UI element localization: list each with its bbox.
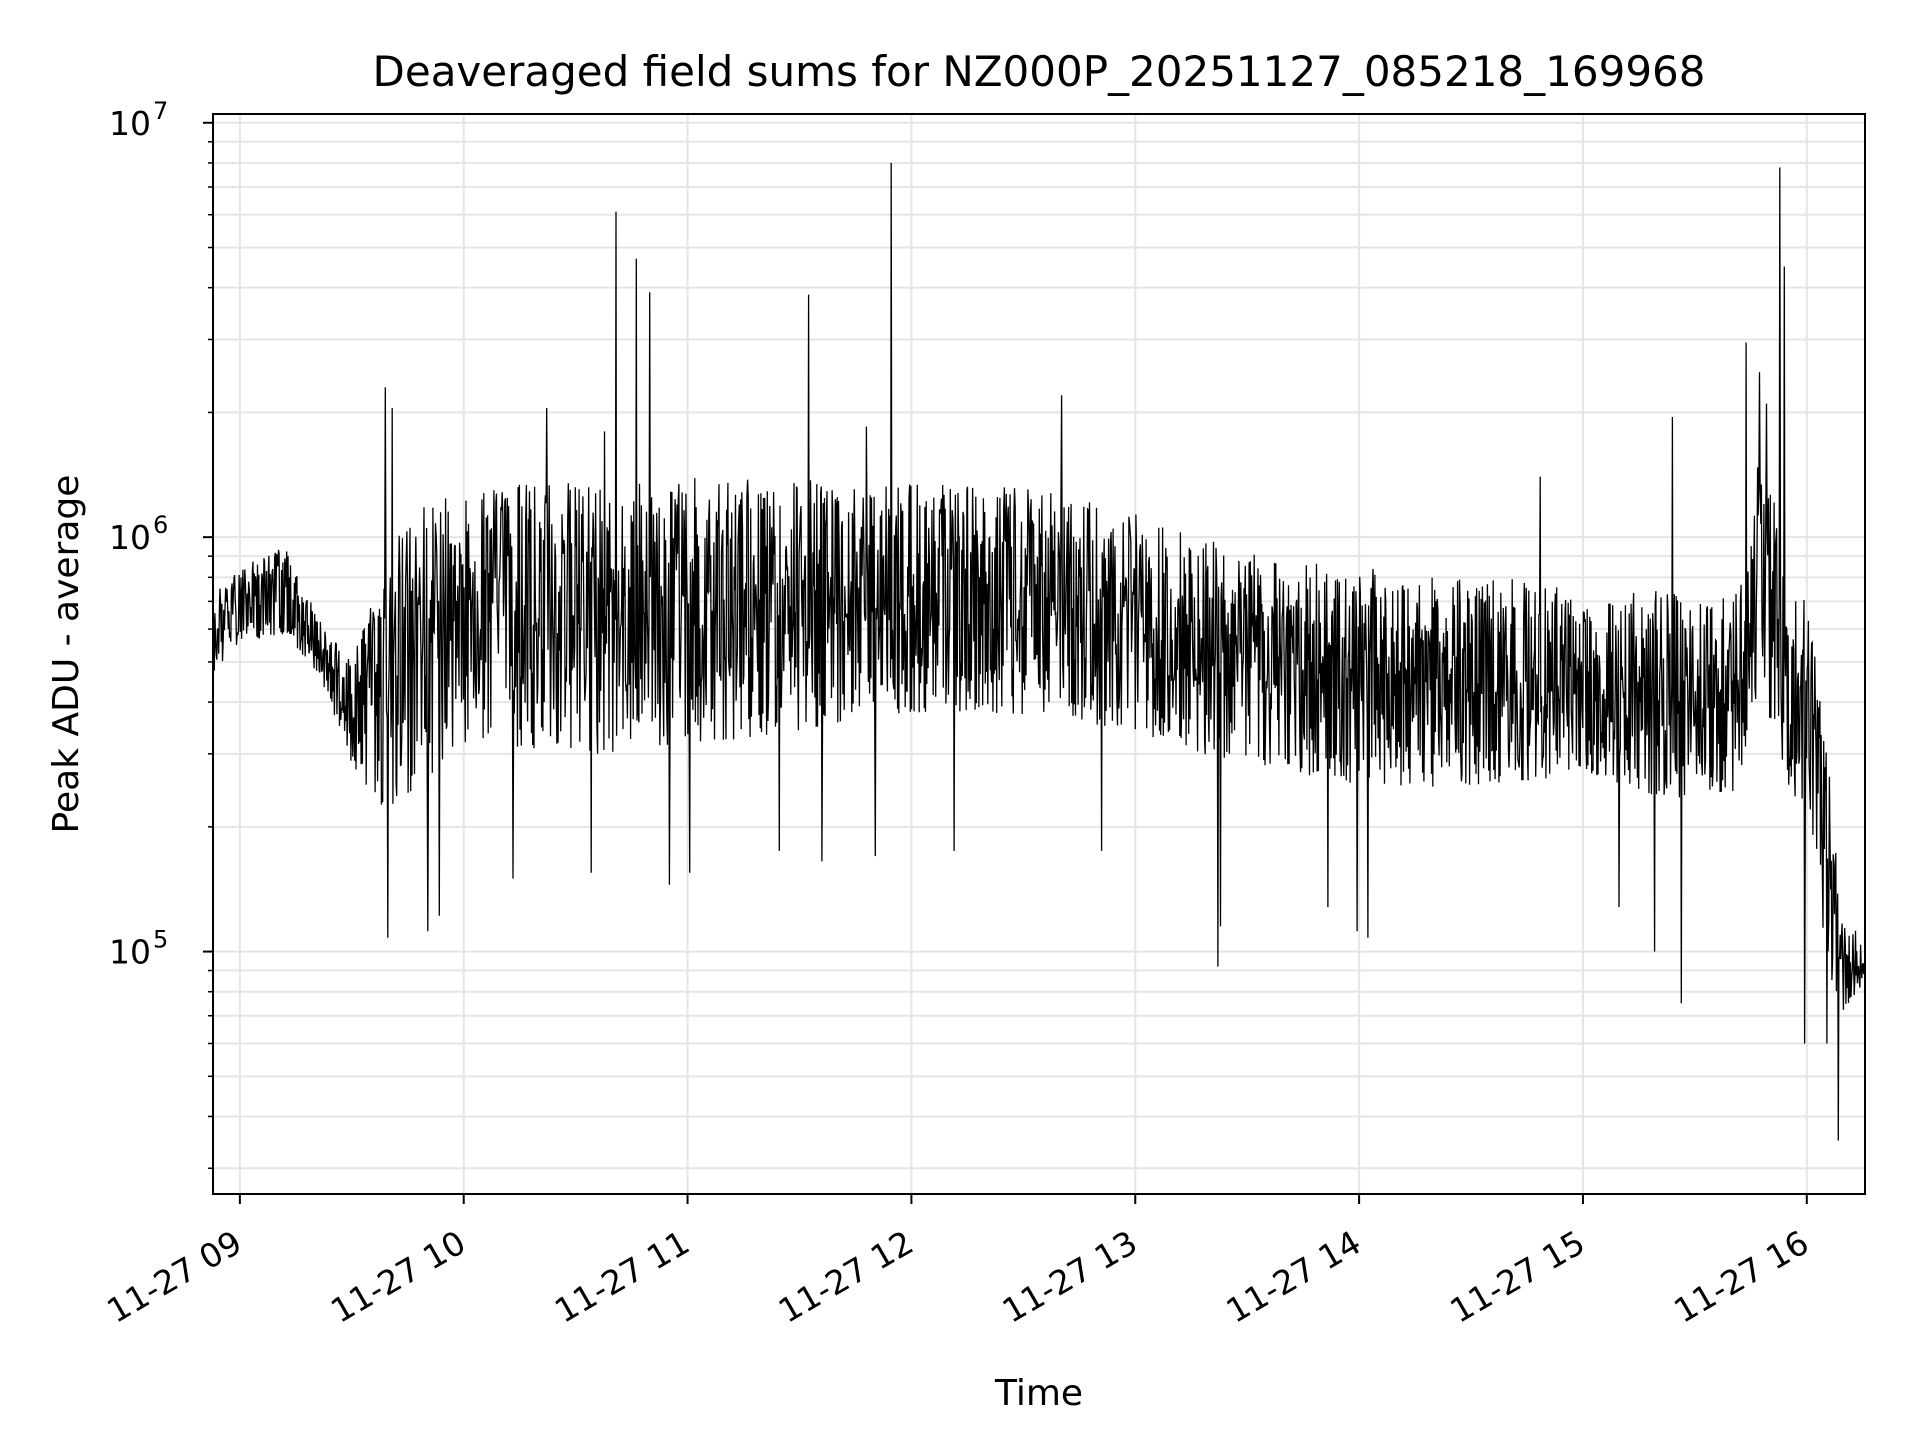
x-axis-label: Time	[994, 1373, 1083, 1414]
y-tick-exponent: 6	[153, 511, 168, 539]
y-axis-label: Peak ADU - average	[46, 475, 87, 834]
y-tick-exponent: 7	[153, 97, 168, 125]
y-tick-label: 10	[109, 933, 151, 972]
peak-adu-series-path	[212, 162, 1866, 1141]
x-tick-label: 11-27 15	[1443, 1223, 1591, 1331]
plot-frame	[212, 113, 1866, 1195]
x-tick-label: 11-27 10	[324, 1223, 472, 1331]
x-tick-label: 11-27 12	[772, 1223, 920, 1331]
y-tick-label: 10	[109, 104, 151, 143]
x-tick-label: 11-27 11	[548, 1223, 696, 1331]
y-tick-exponent: 5	[153, 926, 168, 954]
x-tick-label: 11-27 13	[996, 1223, 1144, 1331]
x-tick-label: 11-27 14	[1220, 1223, 1368, 1331]
y-tick-label: 10	[109, 518, 151, 557]
chart-title: Deaveraged field sums for NZ000P_2025112…	[373, 47, 1706, 96]
series-line	[212, 162, 1866, 1141]
x-tick-label: 11-27 09	[100, 1223, 248, 1331]
x-tick-label: 11-27 16	[1667, 1223, 1815, 1331]
